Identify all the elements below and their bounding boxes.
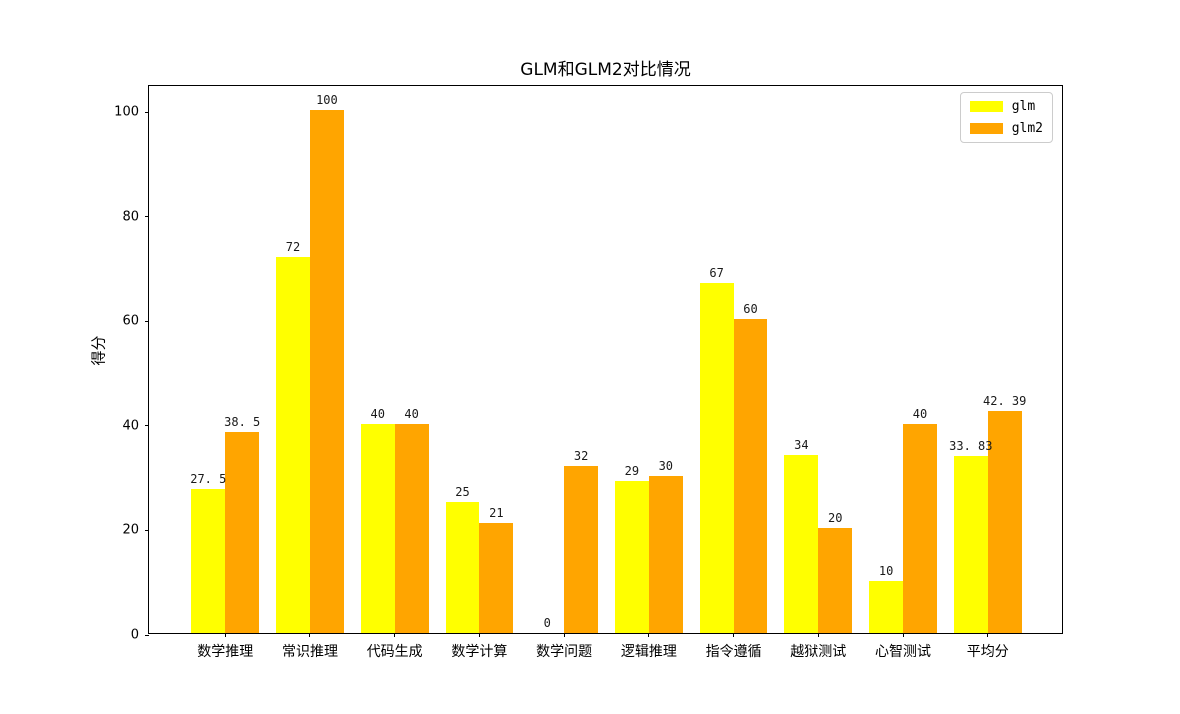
y-tick-mark [145, 529, 149, 531]
x-tick-label: 数学计算 [451, 644, 508, 660]
x-tick-label: 常识推理 [281, 644, 338, 660]
bar-glm [191, 489, 226, 633]
bar-glm2 [987, 411, 1022, 633]
bar-value-label: 0 [543, 616, 551, 630]
bar-glm [360, 423, 395, 633]
bar-glm2 [818, 528, 853, 633]
x-tick-label: 逻辑推理 [620, 644, 677, 660]
y-tick-mark [145, 634, 149, 636]
bar-value-label: 34 [794, 438, 809, 453]
x-tick-mark [309, 633, 311, 637]
y-tick-label: 60 [122, 313, 139, 329]
x-tick-label: 代码生成 [366, 644, 423, 660]
x-tick-mark [817, 633, 819, 637]
y-tick-label: 20 [122, 522, 139, 538]
y-tick-label: 100 [114, 104, 139, 120]
bar-glm2 [225, 431, 260, 633]
x-tick-label: 平均分 [966, 644, 1009, 660]
x-tick-label: 数学问题 [536, 644, 593, 660]
y-tick-label: 80 [122, 209, 139, 225]
bar-value-label: 33. 83 [949, 439, 993, 454]
legend-swatch-glm2 [969, 123, 1003, 134]
bar-value-label: 40 [912, 406, 928, 421]
y-axis-label: 得分 [89, 335, 108, 366]
y-tick-mark [145, 216, 149, 218]
legend-entry: glm [969, 99, 1043, 114]
bar-value-label: 30 [658, 459, 674, 474]
bar-value-label: 21 [489, 506, 504, 521]
bar-glm [869, 580, 903, 633]
y-tick-label: 0 [130, 627, 139, 643]
bar-glm [445, 502, 480, 633]
bar-glm2 [479, 523, 514, 633]
bar-value-label: 32 [573, 448, 589, 463]
bar-glm [953, 456, 988, 633]
x-tick-mark [394, 633, 396, 637]
x-tick-mark [733, 633, 735, 637]
bar-value-label: 67 [709, 265, 724, 280]
bar-glm2 [309, 110, 344, 633]
x-tick-mark [224, 633, 226, 637]
y-tick-label: 40 [122, 418, 139, 434]
x-tick-label: 数学推理 [197, 644, 254, 660]
bar-value-label: 60 [743, 302, 758, 317]
y-tick-mark [145, 320, 149, 322]
x-tick-mark [478, 633, 480, 637]
legend-swatch-glm [969, 101, 1003, 112]
x-tick-label: 心智测试 [875, 644, 932, 660]
bar-glm2 [564, 465, 598, 633]
bar-glm2 [648, 476, 683, 633]
bar-value-label: 29 [624, 464, 640, 479]
bar-glm [614, 481, 649, 633]
legend-label: glm [1011, 99, 1036, 114]
bar-value-label: 40 [404, 406, 419, 421]
x-tick-label: 指令遵循 [705, 644, 762, 660]
bar-glm [784, 455, 819, 633]
bar-value-label: 20 [828, 511, 843, 526]
bar-value-label: 40 [370, 406, 385, 421]
bar-value-label: 72 [285, 239, 301, 254]
legend: glm glm2 [959, 92, 1053, 143]
x-tick-mark [648, 633, 650, 637]
x-tick-mark [902, 633, 904, 637]
x-tick-mark [563, 633, 565, 637]
bar-glm2 [733, 319, 768, 633]
legend-label: glm2 [1011, 121, 1043, 136]
bar-glm [276, 256, 310, 633]
bar-value-label: 38. 5 [224, 414, 261, 429]
x-tick-mark [987, 633, 989, 637]
y-tick-mark [145, 111, 149, 113]
bar-value-label: 10 [878, 563, 894, 578]
x-tick-label: 越狱测试 [790, 644, 847, 660]
bar-value-label: 27. 5 [190, 472, 227, 487]
plot-area: 0 20 40 60 80 100 数学推理 常识推理 代码生成 数学计算 数学问题 逻辑推理 指令遵… [114, 85, 1063, 660]
bar-value-label: 25 [455, 485, 470, 500]
bar-glm2 [394, 423, 429, 633]
bar-glm2 [903, 423, 937, 633]
chart-title: GLM和GLM2对比情况 [520, 60, 691, 80]
bar-value-label: 100 [316, 93, 338, 108]
bar-glm [699, 282, 734, 633]
legend-entry: glm2 [969, 121, 1043, 136]
y-tick-mark [145, 425, 149, 427]
bar-value-label: 42. 39 [983, 394, 1027, 409]
